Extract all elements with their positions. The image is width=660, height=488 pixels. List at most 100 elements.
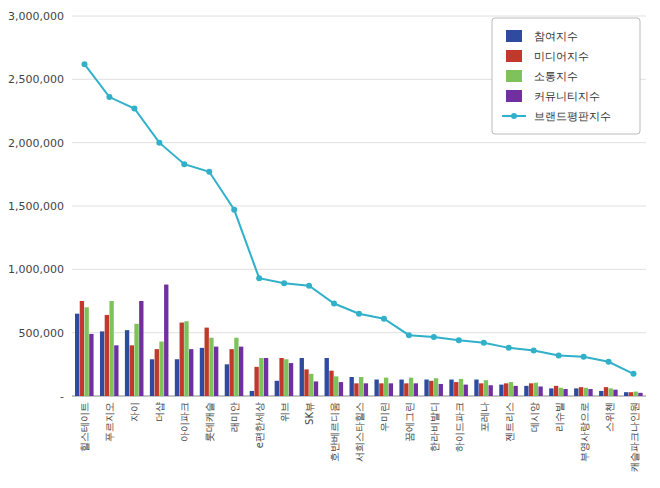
bar xyxy=(309,374,313,396)
bar xyxy=(584,388,588,396)
bar xyxy=(379,383,383,396)
bar xyxy=(180,323,184,396)
bar xyxy=(279,358,283,396)
grid xyxy=(72,16,646,396)
bar xyxy=(449,380,453,396)
x-tick-label: 자이 xyxy=(129,402,140,422)
bar xyxy=(264,358,268,396)
bar xyxy=(150,359,154,396)
bar xyxy=(364,383,368,396)
chart: -500,0001,000,0001,500,0002,000,0002,500… xyxy=(0,0,660,488)
x-tick-label: 서희스타힐스 xyxy=(354,402,365,462)
bar xyxy=(239,347,243,396)
legend: 참여지수미디어지수소통지수커뮤니티지수브랜드평판지수 xyxy=(492,18,640,134)
bar xyxy=(479,383,483,396)
bar xyxy=(304,369,308,396)
bar xyxy=(339,382,343,396)
x-tick-label: SK뷰 xyxy=(304,402,315,425)
bar xyxy=(524,386,528,396)
bar xyxy=(409,378,413,396)
bar xyxy=(284,359,288,396)
bar xyxy=(225,364,229,396)
bar xyxy=(629,392,633,396)
bar xyxy=(350,377,354,396)
legend-swatch xyxy=(506,30,522,42)
bar xyxy=(484,380,488,396)
line-marker xyxy=(231,207,237,213)
line-marker xyxy=(481,340,487,346)
y-tick-label: 500,000 xyxy=(19,327,65,340)
legend-swatch xyxy=(506,50,522,62)
y-tick-label: 1,500,000 xyxy=(8,200,64,213)
x-axis: 힐스테이트푸르지오자이더샵아이파크롯데캐슬래미안e편한세상위브SK뷰호반베르디움… xyxy=(79,402,639,472)
line-marker xyxy=(281,280,287,286)
bar xyxy=(275,381,279,396)
y-tick-label: - xyxy=(60,390,64,403)
bar xyxy=(399,380,403,396)
y-tick-label: 2,000,000 xyxy=(8,137,64,150)
bar xyxy=(538,387,542,397)
bar xyxy=(434,378,438,396)
x-tick-label: 푸르지오 xyxy=(104,402,115,442)
legend-label: 참여지수 xyxy=(534,30,578,43)
bar xyxy=(534,383,538,396)
line-marker xyxy=(156,140,162,146)
x-tick-label: 포레나 xyxy=(479,402,490,432)
x-tick-label: e편한세상 xyxy=(254,402,265,448)
line-marker xyxy=(256,275,262,281)
y-tick-label: 2,500,000 xyxy=(8,73,64,86)
bar xyxy=(549,388,553,396)
bar xyxy=(439,384,443,396)
bar xyxy=(109,301,113,396)
bar xyxy=(125,330,129,396)
bar xyxy=(229,349,233,396)
x-tick-label: 아이파크 xyxy=(179,402,190,442)
bar xyxy=(164,285,168,396)
bar xyxy=(289,363,293,396)
bar xyxy=(214,347,218,396)
bar xyxy=(599,391,603,396)
legend-label: 브랜드평판지수 xyxy=(534,110,611,123)
bar xyxy=(554,386,558,396)
bar xyxy=(300,358,304,396)
legend-marker xyxy=(511,113,517,119)
bar-series xyxy=(75,314,628,396)
line-marker xyxy=(381,316,387,322)
x-tick-label: 호반베르디움 xyxy=(329,402,340,462)
x-tick-label: 데시앙 xyxy=(529,402,540,432)
bar xyxy=(604,387,608,396)
line-marker xyxy=(556,352,562,358)
grid-line xyxy=(72,16,646,17)
bar xyxy=(559,388,563,396)
bar-series xyxy=(80,301,633,396)
bar xyxy=(384,378,388,396)
bar xyxy=(354,383,358,396)
x-tick-label: 래미안 xyxy=(229,402,240,432)
bar xyxy=(404,383,408,396)
y-tick-label: 3,000,000 xyxy=(8,10,64,23)
legend-box xyxy=(492,18,640,134)
bar xyxy=(155,349,159,396)
bar xyxy=(464,385,468,396)
line-marker xyxy=(131,105,137,111)
bar xyxy=(563,389,567,396)
bar xyxy=(139,301,143,396)
bar xyxy=(588,389,592,396)
bar xyxy=(574,388,578,396)
line-marker xyxy=(531,347,537,353)
x-tick-label: 하이드파크 xyxy=(454,402,465,452)
bar xyxy=(474,380,478,396)
bar xyxy=(454,382,458,396)
bar xyxy=(205,328,209,396)
bar xyxy=(424,380,428,396)
bar xyxy=(513,386,517,396)
x-tick-label: 힐스테이트 xyxy=(79,402,90,452)
bar xyxy=(509,382,513,396)
line-marker xyxy=(506,345,512,351)
bar xyxy=(609,388,613,396)
bar xyxy=(84,307,88,396)
bar xyxy=(209,338,213,396)
y-axis: -500,0001,000,0001,500,0002,000,0002,500… xyxy=(8,10,64,403)
bar xyxy=(329,371,333,396)
bar xyxy=(579,387,583,396)
